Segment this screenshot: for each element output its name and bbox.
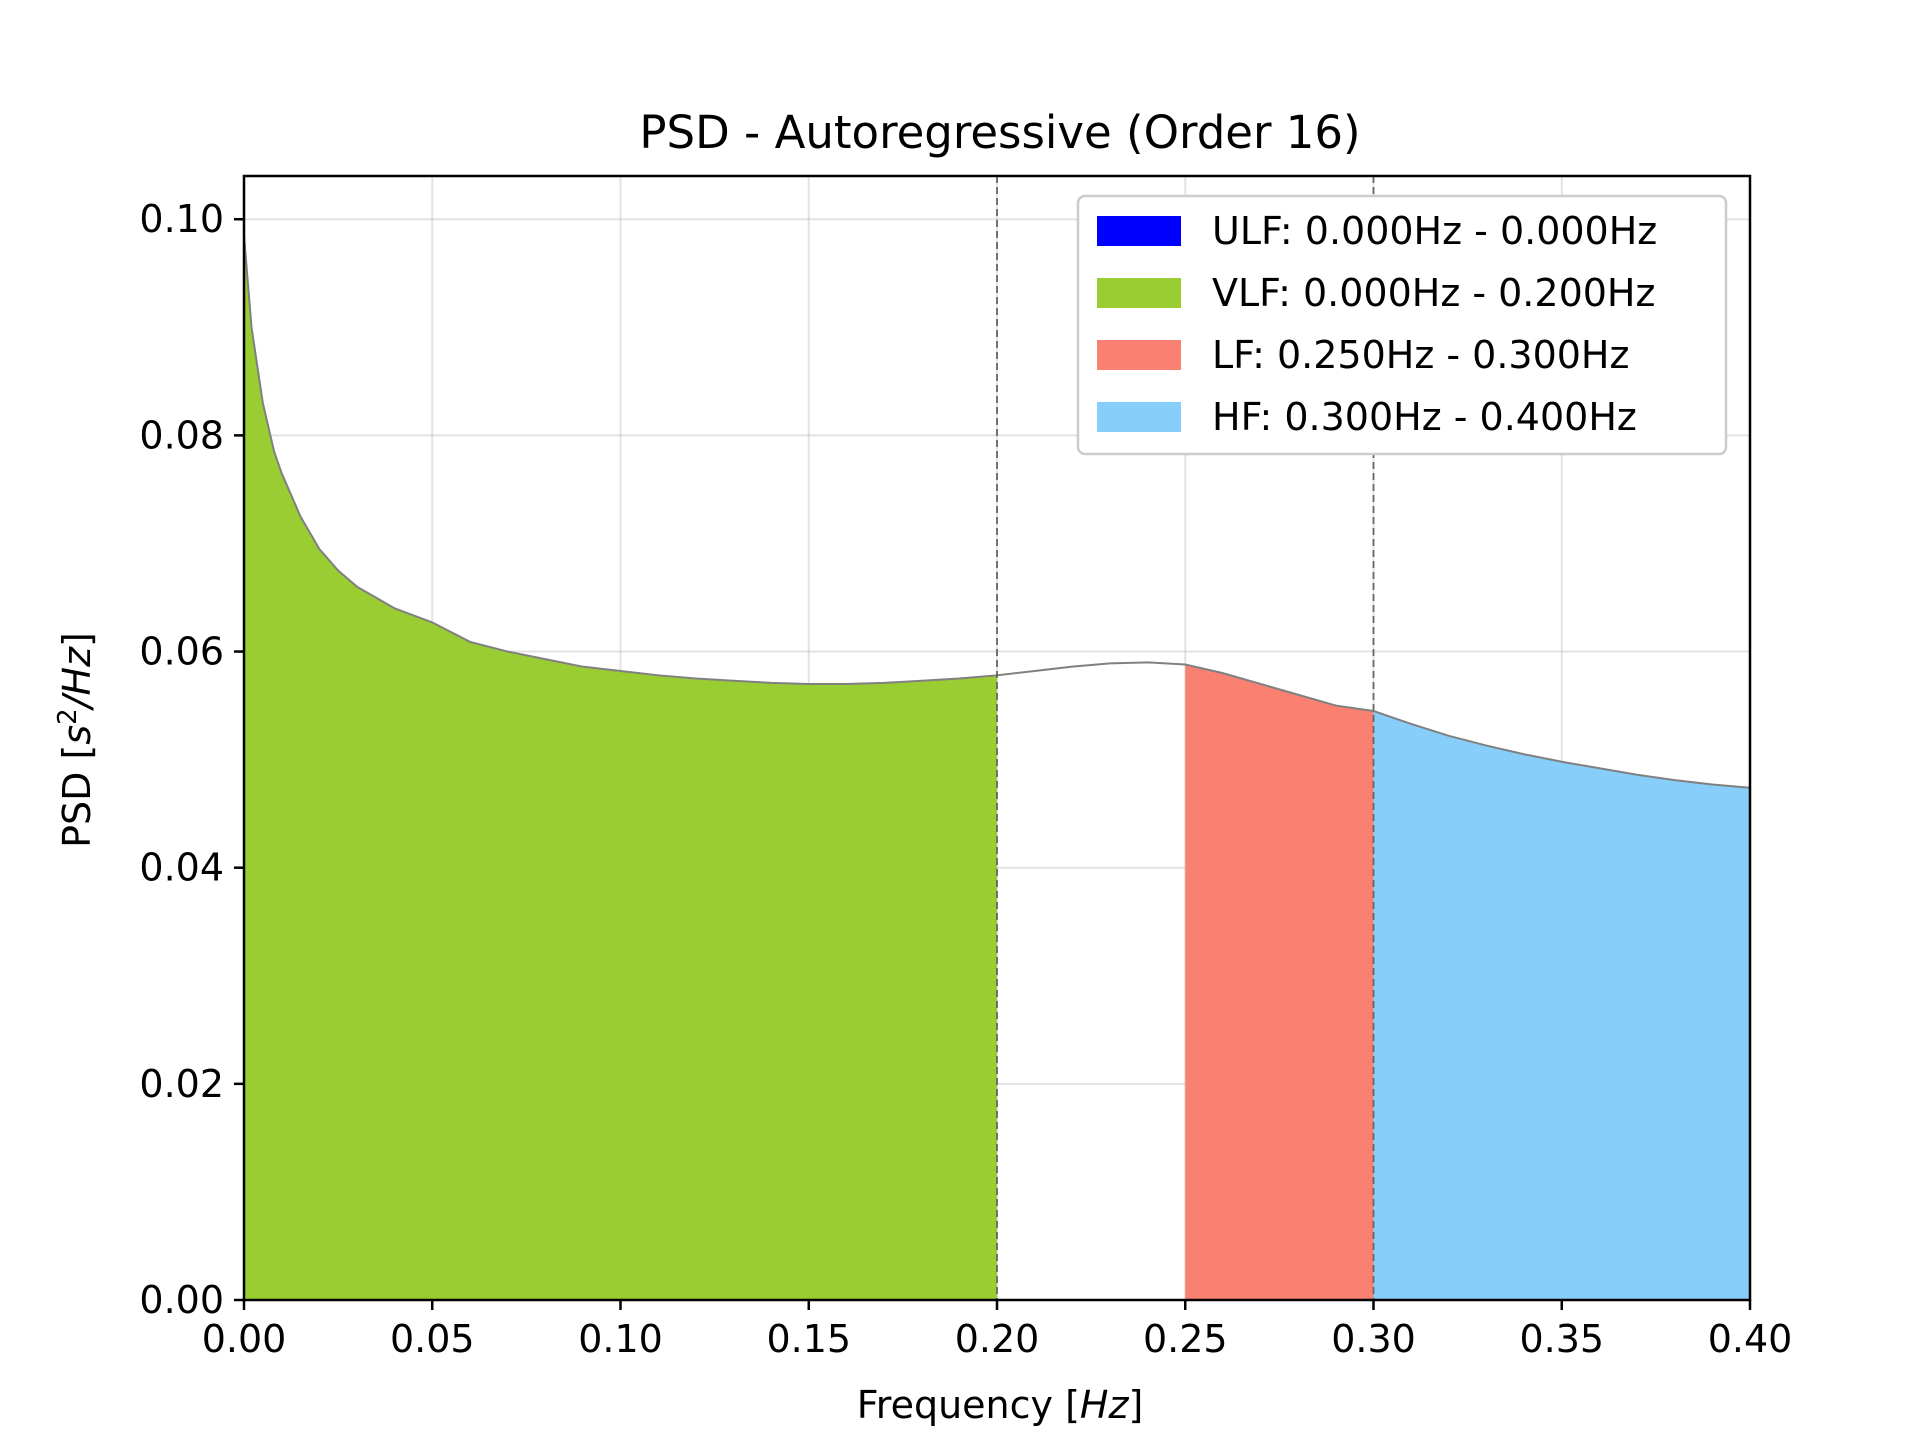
legend-label: ULF: 0.000Hz - 0.000Hz [1212,209,1657,253]
legend: ULF: 0.000Hz - 0.000Hz VLF: 0.000Hz - 0.2… [1076,194,1728,456]
y-tick-label: 0.08 [139,413,224,457]
x-tick-label: 0.35 [1519,1317,1604,1361]
x-axis-label: Frequency [Hz] [857,1383,1144,1427]
x-tick-label: 0.40 [1708,1317,1793,1361]
chart-title: PSD - Autoregressive (Order 16) [639,106,1360,159]
band-fill-1 [244,235,997,1301]
x-tick-label: 0.15 [766,1317,851,1361]
legend-label: LF: 0.250Hz - 0.300Hz [1212,333,1629,377]
y-axis-label: PSD [s2/Hz] [53,632,99,848]
y-tick-label: 0.02 [139,1062,224,1106]
y-tick-label: 0.10 [139,197,224,241]
legend-swatch [1097,278,1181,308]
y-tick-label: 0.00 [139,1278,224,1322]
x-tick-label: 0.00 [202,1317,287,1361]
legend-frame [1076,194,1728,456]
band-fill-3 [1373,710,1750,1300]
x-tick-label: 0.25 [1143,1317,1228,1361]
x-tick-label: 0.20 [955,1317,1040,1361]
x-tick-label: 0.30 [1331,1317,1416,1361]
legend-swatch [1097,216,1181,246]
x-tick-label: 0.10 [578,1317,663,1361]
y-tick-label: 0.06 [139,630,224,674]
axes: 0.00 0.05 0.10 0.15 0.20 0.25 0.30 0.35 0.40 0.00… [139,174,1793,1361]
legend-label: VLF: 0.000Hz - 0.200Hz [1212,271,1655,315]
legend-label: HF: 0.300Hz - 0.400Hz [1212,395,1637,439]
y-tick-label: 0.04 [139,846,224,890]
psd-curve [243,235,1751,789]
psd-line [243,235,1751,789]
legend-swatch [1097,402,1181,432]
band-fill-2 [1185,664,1374,1300]
legend-swatch [1097,340,1181,370]
band-fills [244,235,1750,1301]
x-tick-label: 0.05 [390,1317,475,1361]
